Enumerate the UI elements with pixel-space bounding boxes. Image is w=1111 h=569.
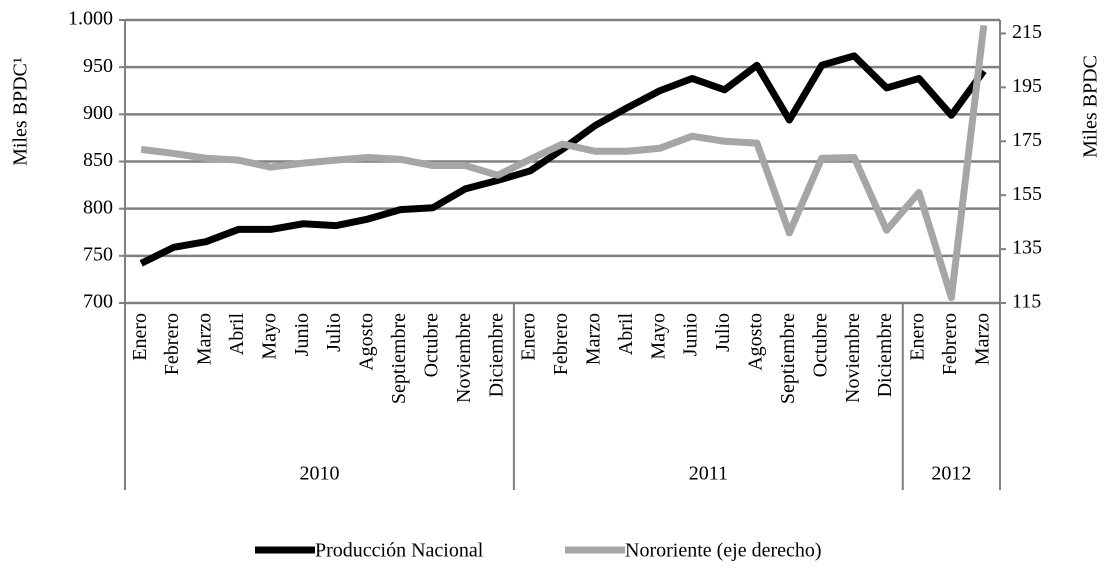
x-tick-label: Noviembre — [842, 313, 864, 403]
x-tick-label: Marzo — [194, 313, 216, 365]
x-tick-label: Diciembre — [485, 313, 507, 398]
legend-label: Producción Nacional — [315, 540, 484, 562]
y2-axis-label: Miles BPDC — [1080, 55, 1102, 158]
x-tick-label: Abril — [226, 313, 248, 356]
x-tick-label: Junio — [680, 313, 702, 356]
legend-label: Nororiente (eje derecho) — [625, 540, 822, 562]
x-tick-label: Abril — [615, 313, 637, 356]
y2-tick-label: 135 — [1012, 237, 1042, 259]
group-label: 2012 — [931, 463, 971, 485]
y-axis-label: Miles BPDC¹ — [10, 57, 32, 166]
y-tick-label: 750 — [83, 243, 113, 265]
x-tick-label: Noviembre — [453, 313, 475, 403]
x-tick-label: Febrero — [161, 313, 183, 375]
x-tick-label: Enero — [129, 313, 151, 361]
series-line — [139, 52, 987, 267]
y-tick-label: 850 — [83, 149, 113, 171]
y-tick-label: 700 — [83, 291, 113, 313]
x-tick-label: Enero — [907, 313, 929, 361]
x-tick-label: Febrero — [939, 313, 961, 375]
y-tick-label: 1.000 — [68, 8, 113, 30]
y-tick-label: 800 — [83, 196, 113, 218]
group-label: 2011 — [689, 463, 728, 485]
x-tick-label: Agosto — [745, 313, 767, 371]
y2-tick-label: 155 — [1012, 183, 1042, 205]
group-label: 2010 — [299, 463, 339, 485]
x-tick-label: Febrero — [550, 313, 572, 375]
y2-tick-label: 115 — [1012, 291, 1041, 313]
y2-tick-label: 195 — [1012, 75, 1042, 97]
x-tick-label: Mayo — [258, 313, 280, 360]
x-tick-label: Septiembre — [388, 313, 410, 404]
x-tick-label: Julio — [712, 313, 734, 352]
x-tick-label: Octubre — [420, 313, 442, 378]
x-tick-label: Junio — [291, 313, 313, 356]
y-tick-label: 950 — [83, 55, 113, 77]
y2-tick-label: 175 — [1012, 129, 1042, 151]
x-tick-label: Julio — [323, 313, 345, 352]
x-tick-label: Diciembre — [874, 313, 896, 398]
x-tick-label: Octubre — [809, 313, 831, 378]
series-line — [140, 24, 988, 302]
x-tick-label: Enero — [518, 313, 540, 361]
x-tick-label: Septiembre — [777, 313, 799, 404]
x-tick-label: Mayo — [647, 313, 669, 360]
x-tick-label: Agosto — [356, 313, 378, 371]
x-tick-label: Marzo — [583, 313, 605, 365]
y-tick-label: 900 — [83, 102, 113, 124]
y2-tick-label: 215 — [1012, 21, 1042, 43]
x-tick-label: Marzo — [971, 313, 993, 365]
